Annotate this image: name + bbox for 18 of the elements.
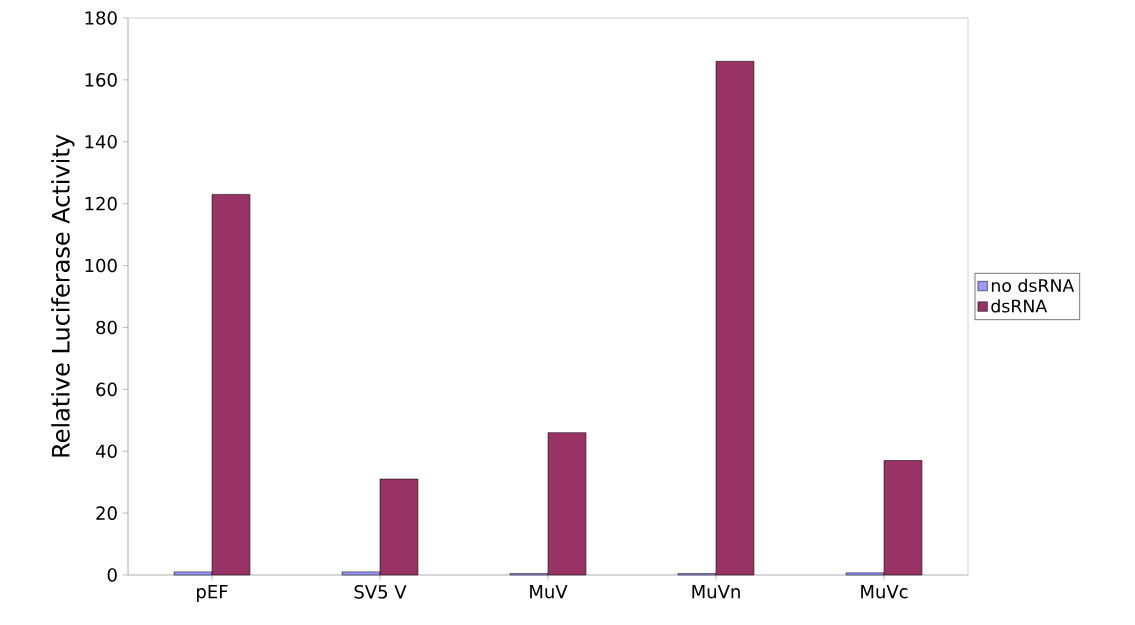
x-tick-label: SV5 V [354, 585, 407, 599]
legend-label: no dsRNA [991, 278, 1075, 293]
y-tick-label: 100 [85, 258, 117, 273]
y-axis-title: Relative Luciferase Activity [51, 134, 75, 457]
y-tick-label: 60 [96, 382, 117, 397]
y-tick-label: 0 [107, 568, 117, 582]
x-tick-label: pEF [197, 585, 228, 602]
y-tick-label: 40 [95, 444, 117, 459]
legend-label: dsRNA [991, 299, 1048, 313]
y-tick-label: 160 [85, 73, 117, 87]
y-tick-label: 140 [85, 134, 117, 149]
x-tick-label: MuVn [692, 585, 740, 599]
y-tick-label: 120 [85, 196, 117, 211]
x-tick-label: MuV [530, 585, 568, 599]
y-tick-label: 80 [96, 320, 117, 335]
y-tick-label: 20 [96, 506, 117, 520]
x-tick-label: MuVc [861, 585, 908, 599]
y-tick-label: 180 [85, 11, 117, 25]
